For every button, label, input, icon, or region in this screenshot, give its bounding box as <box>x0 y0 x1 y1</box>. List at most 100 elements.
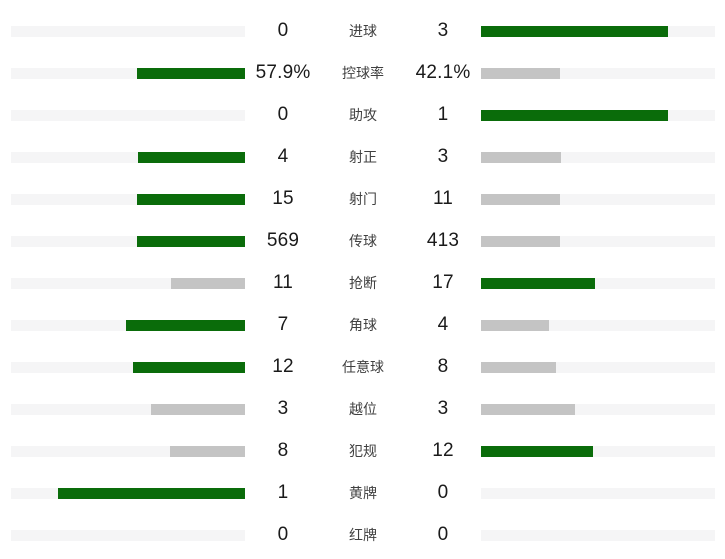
home-bar-track <box>11 487 245 499</box>
away-value: 42.1% <box>415 62 471 83</box>
stat-row: 569 传球 413 <box>0 220 725 262</box>
stats-rows: 0 进球 3 57.9% 控球率 42.1% 0 助攻 1 4 射正 <box>0 10 725 556</box>
away-bar-fill <box>481 403 575 415</box>
stat-label: 任意球 <box>342 359 384 375</box>
home-value: 569 <box>266 230 300 251</box>
home-bar-track <box>11 319 245 331</box>
stat-row: 0 红牌 0 <box>0 514 725 556</box>
away-bar-fill <box>481 193 561 205</box>
home-bar-fill <box>136 67 245 79</box>
home-value: 11 <box>272 272 294 293</box>
home-bar-track <box>11 235 245 247</box>
away-value: 8 <box>437 356 449 377</box>
away-value: 4 <box>437 314 449 335</box>
away-bar-track <box>481 487 715 499</box>
home-value: 0 <box>277 20 289 41</box>
home-bar-track <box>11 529 245 541</box>
home-value: 8 <box>277 440 289 461</box>
stat-label: 传球 <box>349 233 377 249</box>
away-bar-fill <box>481 445 594 457</box>
away-bar-track <box>481 403 715 415</box>
stat-label: 犯规 <box>349 443 377 459</box>
stat-label: 越位 <box>349 401 377 417</box>
stat-row: 0 助攻 1 <box>0 94 725 136</box>
home-bar-track <box>11 445 245 457</box>
stat-row: 3 越位 3 <box>0 388 725 430</box>
home-bar-track <box>11 109 245 121</box>
stat-row: 15 射门 11 <box>0 178 725 220</box>
stat-row: 0 进球 3 <box>0 10 725 52</box>
away-bar-track <box>481 67 715 79</box>
away-bar-fill <box>481 67 560 79</box>
stat-label: 射门 <box>349 191 377 207</box>
away-bar-fill <box>481 25 669 37</box>
stat-label: 助攻 <box>349 107 377 123</box>
stat-label: 红牌 <box>349 527 377 543</box>
home-value: 57.9% <box>255 62 311 83</box>
away-bar-track <box>481 277 715 289</box>
home-bar-track <box>11 151 245 163</box>
away-value: 3 <box>437 146 449 167</box>
home-value: 3 <box>277 398 289 419</box>
stat-label: 控球率 <box>342 65 384 81</box>
home-bar-track <box>11 361 245 373</box>
away-value: 12 <box>432 440 454 461</box>
stat-row: 1 黄牌 0 <box>0 472 725 514</box>
stat-row: 11 抢断 17 <box>0 262 725 304</box>
stat-row: 8 犯规 12 <box>0 430 725 472</box>
away-bar-track <box>481 445 715 457</box>
away-bar-fill <box>481 361 556 373</box>
stat-label: 黄牌 <box>349 485 377 501</box>
home-value: 7 <box>277 314 289 335</box>
home-bar-fill <box>137 193 245 205</box>
away-value: 0 <box>437 524 449 545</box>
home-bar-track <box>11 277 245 289</box>
away-bar-fill <box>481 151 562 163</box>
home-bar-track <box>11 403 245 415</box>
away-value: 3 <box>437 398 449 419</box>
away-bar-track <box>481 193 715 205</box>
stat-label: 角球 <box>349 317 377 333</box>
home-bar-track <box>11 193 245 205</box>
stat-row: 7 角球 4 <box>0 304 725 346</box>
away-bar-track <box>481 109 715 121</box>
stat-label: 抢断 <box>349 275 377 291</box>
home-value: 12 <box>272 356 294 377</box>
home-bar-fill <box>136 235 245 247</box>
home-bar-fill <box>125 319 245 331</box>
away-bar-track <box>481 529 715 541</box>
away-value: 413 <box>426 230 460 251</box>
home-bar-fill <box>151 403 245 415</box>
home-bar-fill <box>132 361 245 373</box>
away-bar-fill <box>481 235 560 247</box>
home-bar-fill <box>57 487 245 499</box>
away-bar-track <box>481 235 715 247</box>
away-bar-fill <box>481 319 550 331</box>
away-bar-track <box>481 361 715 373</box>
stat-label: 射正 <box>349 149 377 165</box>
home-value: 4 <box>277 146 289 167</box>
away-value: 17 <box>432 272 454 293</box>
away-value: 11 <box>432 188 454 209</box>
away-bar-fill <box>481 277 595 289</box>
stat-row: 4 射正 3 <box>0 136 725 178</box>
away-value: 1 <box>437 104 449 125</box>
home-value: 15 <box>272 188 294 209</box>
away-bar-track <box>481 151 715 163</box>
home-bar-fill <box>170 445 245 457</box>
home-value: 0 <box>277 524 289 545</box>
away-bar-fill <box>481 109 669 121</box>
home-bar-fill <box>138 151 245 163</box>
away-value: 0 <box>437 482 449 503</box>
away-bar-track <box>481 319 715 331</box>
home-bar-fill <box>171 277 245 289</box>
stat-row: 12 任意球 8 <box>0 346 725 388</box>
home-value: 0 <box>277 104 289 125</box>
stat-row: 57.9% 控球率 42.1% <box>0 52 725 94</box>
away-value: 3 <box>437 20 449 41</box>
away-bar-track <box>481 25 715 37</box>
home-bar-track <box>11 25 245 37</box>
home-value: 1 <box>277 482 289 503</box>
home-bar-track <box>11 67 245 79</box>
